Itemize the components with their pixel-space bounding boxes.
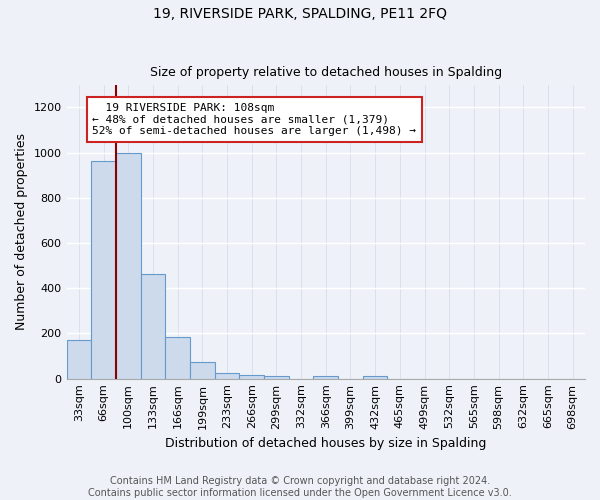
X-axis label: Distribution of detached houses by size in Spalding: Distribution of detached houses by size …	[165, 437, 487, 450]
Bar	[313, 376, 338, 378]
Bar	[190, 362, 215, 378]
Y-axis label: Number of detached properties: Number of detached properties	[15, 134, 28, 330]
Title: Size of property relative to detached houses in Spalding: Size of property relative to detached ho…	[150, 66, 502, 80]
Text: 19 RIVERSIDE PARK: 108sqm
← 48% of detached houses are smaller (1,379)
52% of se: 19 RIVERSIDE PARK: 108sqm ← 48% of detac…	[92, 103, 416, 136]
Bar	[215, 373, 239, 378]
Bar	[116, 152, 140, 378]
Text: 19, RIVERSIDE PARK, SPALDING, PE11 2FQ: 19, RIVERSIDE PARK, SPALDING, PE11 2FQ	[153, 8, 447, 22]
Bar	[363, 376, 388, 378]
Bar	[67, 340, 91, 378]
Bar	[239, 376, 264, 378]
Bar	[264, 376, 289, 378]
Bar	[91, 160, 116, 378]
Bar	[140, 274, 165, 378]
Bar	[165, 337, 190, 378]
Text: Contains HM Land Registry data © Crown copyright and database right 2024.
Contai: Contains HM Land Registry data © Crown c…	[88, 476, 512, 498]
